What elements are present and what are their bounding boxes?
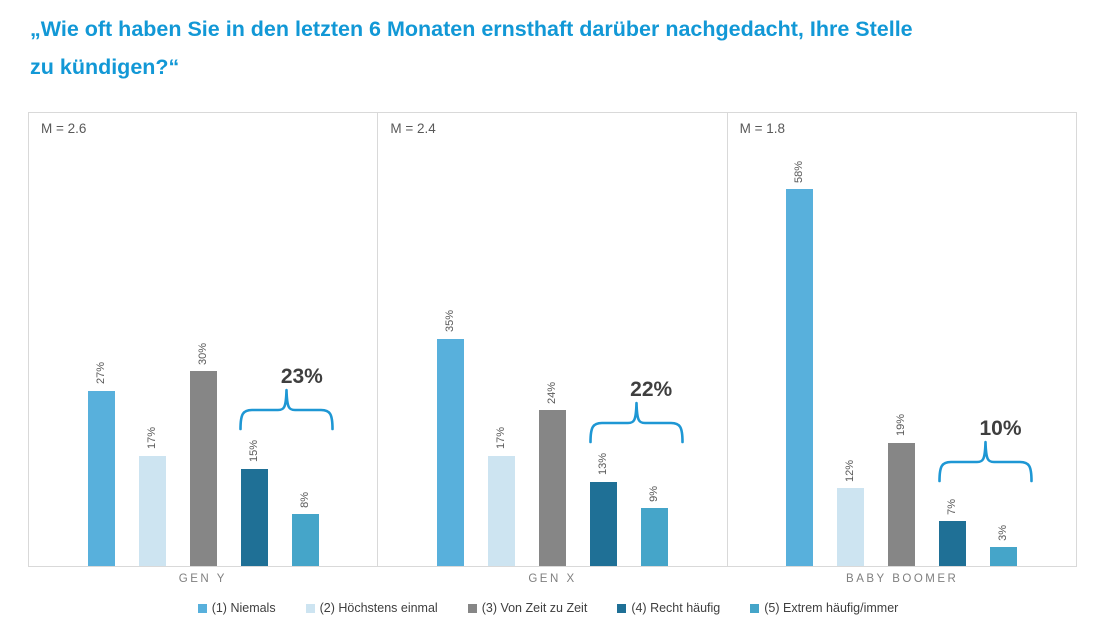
category-label-gen-x: GEN X bbox=[528, 573, 577, 585]
legend-item--2-h-chstens-einmal: (2) Höchstens einmal bbox=[305, 601, 438, 615]
bar-slot: 12% bbox=[837, 459, 865, 566]
bar--4-recht-h-ufig bbox=[240, 468, 268, 566]
bar--5-extrem-h-ufig-immer bbox=[640, 507, 668, 566]
bar-value-label: 30% bbox=[196, 342, 209, 365]
bar-value-label: 12% bbox=[844, 459, 857, 482]
bar-slot: 19% bbox=[888, 414, 916, 566]
legend-label: (4) Recht häufig bbox=[631, 601, 721, 615]
legend-label: (1) Niemals bbox=[211, 601, 276, 615]
legend-marker bbox=[197, 603, 207, 613]
bar-slot: 15% bbox=[240, 440, 268, 566]
bar--2-h-chstens-einmal bbox=[837, 488, 865, 566]
bar-slot: 58% bbox=[786, 160, 814, 566]
bar-slot: 24% bbox=[538, 381, 566, 566]
mean-label: M = 1.8 bbox=[739, 121, 786, 136]
bar-slot: 7% bbox=[939, 498, 967, 566]
bar-value-label: 24% bbox=[545, 381, 558, 404]
category-label-gen-y: GEN Y bbox=[178, 573, 227, 585]
legend-label: (3) Von Zeit zu Zeit bbox=[481, 601, 588, 615]
legend-marker bbox=[305, 603, 315, 613]
bar-slot: 17% bbox=[138, 427, 166, 566]
bar--2-h-chstens-einmal bbox=[487, 455, 515, 566]
legend-item--1-niemals: (1) Niemals bbox=[197, 601, 276, 615]
brace-total-label: 22% bbox=[630, 377, 673, 401]
bar--2-h-chstens-einmal bbox=[138, 455, 166, 566]
legend-label: (2) Höchstens einmal bbox=[319, 601, 438, 615]
bar-group: 58% 12% 19% 7% 3% bbox=[728, 161, 1076, 566]
category-axis: GEN Y GEN X BABY BOOMER bbox=[28, 573, 1077, 585]
bar--1-niemals bbox=[87, 390, 115, 566]
bar--3-von-zeit-zu-zeit bbox=[189, 371, 217, 566]
bar-slot: 9% bbox=[640, 485, 668, 566]
bar-group: 35% 17% 24% 13% 9% bbox=[378, 310, 726, 566]
bar-slot: 8% bbox=[291, 492, 319, 566]
bar-group: 27% 17% 30% 15% 8% bbox=[29, 343, 377, 566]
panel-gen-y: M = 2.6 27% 17% 30% 15% 8% 23% bbox=[28, 112, 379, 567]
panel-gen-x: M = 2.4 35% 17% 24% 13% 9% 22% bbox=[378, 112, 728, 567]
bar--1-niemals bbox=[786, 189, 814, 566]
bar-value-label: 27% bbox=[94, 362, 107, 385]
chart-panels: M = 2.6 27% 17% 30% 15% 8% 23% M = 2.4 35% 17% 24%… bbox=[28, 112, 1077, 567]
page-title-line2: zu kündigen?“ bbox=[30, 55, 180, 79]
legend-item--5-extrem-h-ufig-immer: (5) Extrem häufig/immer bbox=[750, 601, 898, 615]
mean-label: M = 2.6 bbox=[41, 121, 87, 136]
bar--4-recht-h-ufig bbox=[939, 520, 967, 566]
bar--5-extrem-h-ufig-immer bbox=[291, 514, 319, 566]
bar-slot: 27% bbox=[87, 362, 115, 566]
brace-total-label: 10% bbox=[979, 416, 1022, 440]
bar-value-label: 9% bbox=[647, 485, 660, 502]
legend-item--4-recht-h-ufig: (4) Recht häufig bbox=[617, 601, 720, 615]
bar-value-label: 7% bbox=[946, 498, 959, 515]
bar-slot: 3% bbox=[990, 524, 1018, 566]
bar--3-von-zeit-zu-zeit bbox=[888, 442, 916, 566]
page-title: „Wie oft haben Sie in den letzten 6 Mona… bbox=[30, 10, 1068, 86]
bar-value-label: 8% bbox=[298, 492, 311, 508]
brace-total-label: 23% bbox=[280, 364, 323, 388]
legend-marker bbox=[617, 603, 627, 613]
chart-legend: (1) Niemals (2) Höchstens einmal (3) Von Z… bbox=[0, 601, 1096, 615]
legend-marker bbox=[467, 603, 477, 613]
legend-item--3-von-zeit-zu-zeit: (3) Von Zeit zu Zeit bbox=[467, 601, 588, 615]
brace-bracket bbox=[588, 398, 685, 444]
bar-slot: 13% bbox=[589, 453, 617, 566]
bar-value-label: 3% bbox=[997, 524, 1010, 541]
panel-baby-boomer: M = 1.8 58% 12% 19% 7% 3% 10% bbox=[727, 112, 1077, 567]
bar--4-recht-h-ufig bbox=[589, 481, 617, 566]
bar-value-label: 58% bbox=[793, 160, 806, 183]
bar-slot: 30% bbox=[189, 342, 217, 566]
bar-slot: 17% bbox=[487, 427, 515, 566]
category-label-baby-boomer: BABY BOOMER bbox=[846, 573, 959, 585]
brace-bracket bbox=[238, 385, 335, 431]
legend-marker bbox=[750, 603, 760, 613]
brace-bracket bbox=[937, 437, 1034, 483]
bar-value-label: 13% bbox=[596, 453, 609, 476]
bar-value-label: 19% bbox=[895, 414, 908, 437]
bar-value-label: 15% bbox=[247, 440, 260, 463]
mean-label: M = 2.4 bbox=[390, 121, 436, 136]
bar-value-label: 17% bbox=[145, 427, 158, 450]
bar--3-von-zeit-zu-zeit bbox=[538, 410, 566, 566]
bar-slot: 35% bbox=[436, 310, 464, 566]
page-title-line1: „Wie oft haben Sie in den letzten 6 Mona… bbox=[30, 17, 913, 41]
bar-value-label: 35% bbox=[443, 310, 456, 333]
legend-label: (5) Extrem häufig/immer bbox=[764, 601, 899, 615]
bar--1-niemals bbox=[436, 338, 464, 566]
bar-value-label: 17% bbox=[494, 427, 507, 450]
bar--5-extrem-h-ufig-immer bbox=[990, 546, 1018, 566]
